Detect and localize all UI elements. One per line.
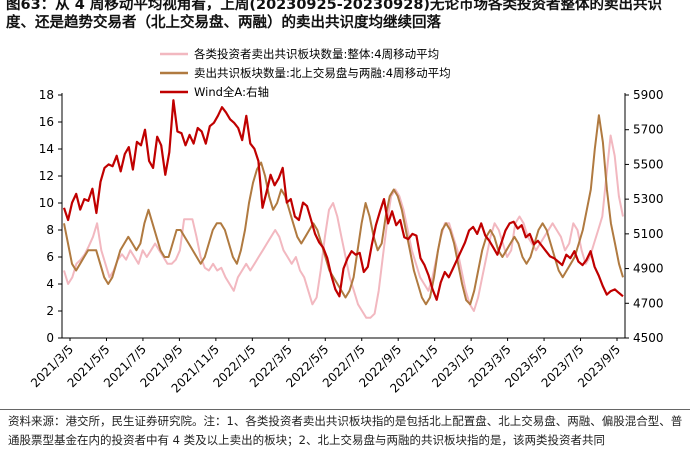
y-right-tick-label: 5100 [633, 227, 664, 241]
page-title: 图63：从 4 周移动平均视角看，上周(20230925-20230928)无论… [6, 0, 663, 31]
chart-series [62, 99, 624, 319]
y-left-tick-label: 14 [39, 142, 54, 156]
y-right-tick-label: 5900 [633, 88, 664, 102]
y-left-tick-label: 4 [46, 277, 54, 291]
y-left-tick-label: 16 [39, 115, 54, 129]
y-left-tick-label: 12 [39, 169, 54, 183]
chart-axes: 0 2 4 6 8 10 12 14 16 18 4500 4700 4900 5100 5300 5500 5… [28, 88, 663, 396]
chart-legend: 各类投资者卖出共识板块数量:整体:4周移动平均卖出共识板块数量:北上交易盘与两融… [160, 47, 451, 99]
y-left-tick-label: 10 [39, 196, 54, 210]
y-left-tick-label: 0 [46, 331, 54, 345]
y-right-tick-label: 4700 [633, 296, 664, 310]
y-left-tick-label: 2 [46, 304, 54, 318]
y-right-tick-label: 5700 [633, 123, 664, 137]
divider [0, 409, 690, 410]
legend-label-1: 各类投资者卖出共识板块数量:整体:4周移动平均 [194, 47, 439, 61]
legend-label-2: 卖出共识板块数量:北上交易盘与两融:4周移动平均 [194, 66, 451, 80]
y-left-tick-label: 6 [46, 250, 54, 264]
line-chart: 0 2 4 6 8 10 12 14 16 18 4500 4700 4900 5100 5300 5500 5… [28, 47, 663, 396]
y-right-tick-label: 4500 [633, 331, 664, 345]
legend-label-3: Wind全A:右轴 [194, 85, 269, 99]
series-line-1 [63, 134, 624, 319]
series-line-2 [63, 114, 624, 306]
y-right-tick-label: 5500 [633, 157, 664, 171]
series-line-3 [62, 99, 624, 301]
y-right-tick-label: 5300 [633, 192, 664, 206]
y-right-tick-label: 4900 [633, 262, 664, 276]
y-left-tick-label: 8 [46, 223, 54, 237]
source-note: 资料来源：港交所，民生证券研究院。注：1、各类投资者卖出共识板块指的是包括北上配… [8, 414, 683, 447]
y-left-tick-label: 18 [39, 88, 54, 102]
